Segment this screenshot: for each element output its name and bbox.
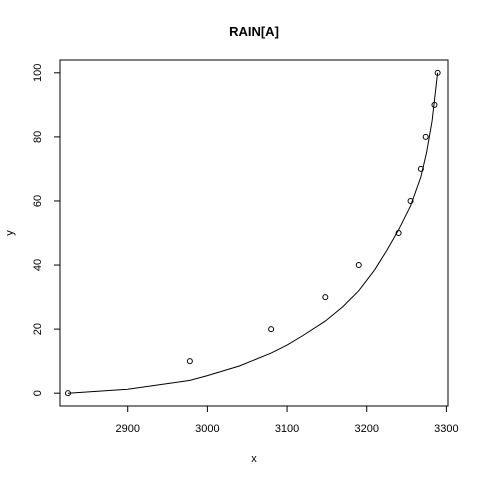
x-axis: 2900 3000 3100 3200 3300 [115,406,459,435]
data-point-2 [268,326,275,333]
y-tick-label-4: 80 [32,131,44,143]
y-tick-label-2: 40 [32,259,44,271]
y-tick-label-5: 100 [32,64,44,82]
data-point-8 [422,133,429,140]
x-tick-label-0: 2900 [115,423,139,435]
x-axis-label: x [251,453,257,465]
data-point-0 [64,390,71,397]
data-point-10 [434,69,441,76]
data-point-5 [395,230,402,236]
data-point-6 [407,197,414,204]
x-tick-label-4: 3300 [434,423,458,435]
data-point-9 [431,101,438,108]
y-axis-label: y [4,230,16,236]
y-tick-label-3: 60 [32,195,44,207]
data-point-3 [322,294,329,301]
chart-title: RAIN[A] [229,24,279,39]
data-point-4 [355,262,362,269]
plot-frame [59,59,449,407]
y-tick-label-1: 20 [32,323,44,335]
data-points [64,69,441,397]
x-tick-label-3: 3200 [354,423,378,435]
y-axis: 0 20 40 60 80 100 [32,64,60,396]
y-tick-label-0: 0 [32,390,44,396]
x-tick-label-2: 3100 [275,423,299,435]
fitted-curve [67,72,439,394]
data-point-1 [186,358,193,365]
data-point-7 [417,165,424,172]
x-tick-label-1: 3000 [195,423,219,435]
